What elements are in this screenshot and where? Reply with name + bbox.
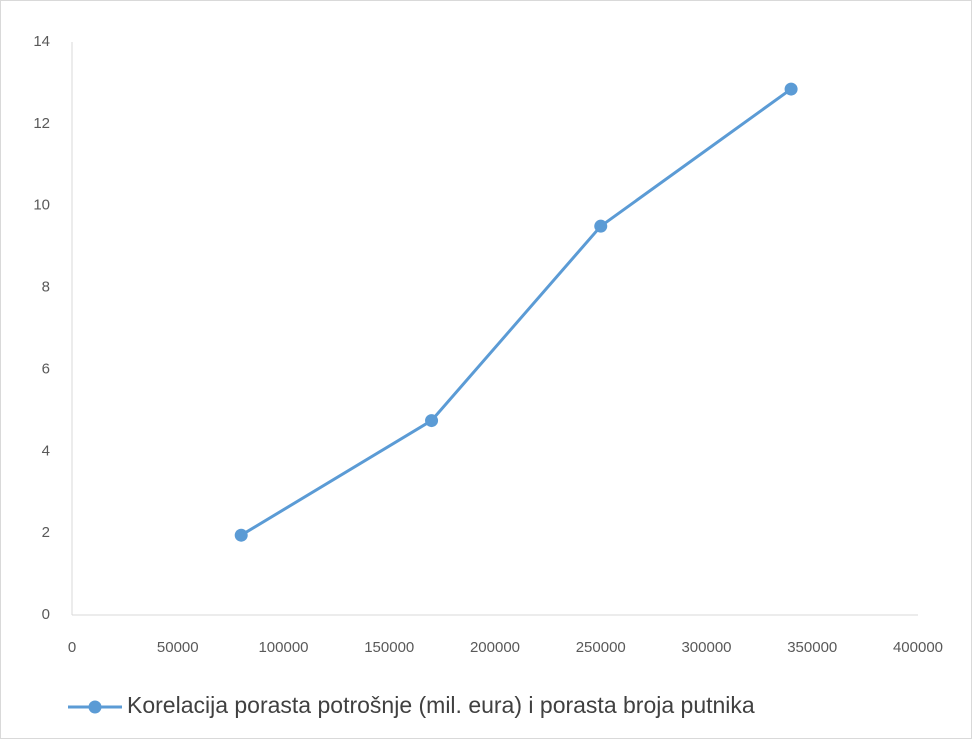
x-tick-label: 0: [68, 639, 76, 656]
series-line: [240, 87, 792, 537]
legend-label: Korelacija porasta potrošnje (mil. eura)…: [127, 692, 755, 718]
legend-marker: [88, 700, 102, 714]
data-point: [425, 414, 439, 428]
x-tick-label: 250000: [576, 639, 626, 656]
data-point: [234, 528, 248, 542]
y-tick-label: 8: [42, 279, 50, 296]
y-tick-label: 12: [33, 115, 50, 132]
y-tick-label: 4: [42, 442, 50, 459]
data-point: [784, 82, 798, 96]
y-tick-label: 0: [42, 606, 50, 623]
y-tick-label: 6: [42, 360, 50, 377]
x-tick-label: 150000: [364, 639, 414, 656]
x-tick-label: 200000: [470, 639, 520, 656]
x-tick-label: 350000: [787, 639, 837, 656]
y-tick-label: 2: [42, 524, 50, 541]
x-tick-label: 300000: [681, 639, 731, 656]
data-point: [594, 219, 608, 233]
x-tick-label: 50000: [157, 639, 199, 656]
y-tick-label: 14: [33, 33, 50, 50]
x-tick-label: 100000: [258, 639, 308, 656]
x-tick-label: 400000: [893, 639, 943, 656]
y-tick-label: 10: [33, 197, 50, 214]
